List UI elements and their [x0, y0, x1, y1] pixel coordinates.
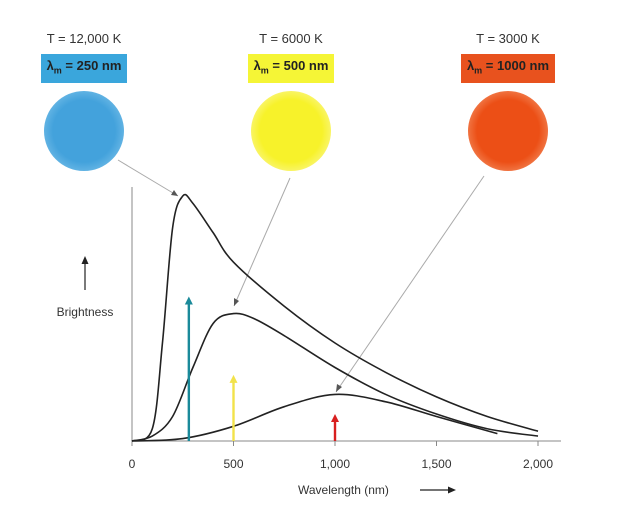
peak-wavelength-label: λm = 1000 nm — [460, 54, 556, 83]
temperature-label: T = 12,000 K — [46, 31, 122, 46]
lambda-value: = 1000 nm — [482, 58, 550, 73]
star-hot: T = 12,000 K λm = 250 nm — [24, 30, 144, 171]
x-tick-label: 2,000 — [523, 457, 553, 471]
x-tick-label: 500 — [223, 457, 243, 471]
lambda-subscript: m — [53, 65, 62, 76]
x-tick-labels: 0 500 1,000 1,500 2,000 — [129, 457, 554, 471]
blackbody-curve-3000k — [131, 393, 498, 442]
blue-star-disk — [44, 90, 124, 171]
lambda-symbol: λ — [466, 58, 475, 73]
wavelength-arrow-icon — [448, 486, 456, 494]
x-tick-marks — [131, 441, 539, 446]
y-axis-label: Brightness — [57, 305, 114, 319]
star-cool: T = 3000 K λm = 1000 nm — [448, 30, 568, 171]
temperature-label: T = 6000 K — [259, 31, 323, 46]
star-medium: T = 6000 K λm = 500 nm — [231, 30, 351, 171]
connector-line-medium — [233, 177, 291, 307]
connector-arrowhead-cool — [336, 384, 342, 392]
yellow-star-disk — [251, 90, 331, 171]
x-tick-label: 1,000 — [320, 457, 350, 471]
lambda-symbol: λ — [46, 58, 54, 73]
connector-line-cool — [335, 175, 485, 393]
lambda-subscript: m — [474, 65, 483, 76]
peak-marker-arrowhead-icon — [331, 414, 339, 423]
peak-wavelength-label: λm = 250 nm — [40, 54, 128, 83]
x-tick-label: 1,500 — [421, 457, 451, 471]
connector-arrowhead-hot — [171, 190, 178, 196]
lambda-subscript: m — [260, 65, 269, 76]
x-axis-label: Wavelength (nm) — [298, 483, 389, 497]
peak-marker-arrowhead-icon — [184, 296, 193, 305]
brightness-arrow-icon — [81, 256, 89, 264]
peak-wavelength-label: λm = 500 nm — [247, 54, 335, 83]
lambda-value: = 250 nm — [61, 58, 122, 73]
red-star-disk — [468, 90, 548, 171]
temperature-label: T = 3000 K — [476, 31, 540, 46]
curves — [131, 193, 539, 442]
lambda-symbol: λ — [253, 58, 261, 73]
connector-arrowhead-medium — [234, 298, 239, 306]
connector-line-hot — [117, 159, 179, 197]
blackbody-curve-6000k — [131, 312, 539, 442]
lambda-value: = 500 nm — [268, 58, 329, 73]
peak-markers — [184, 296, 339, 441]
x-tick-label: 0 — [129, 457, 136, 471]
peak-marker-arrowhead-icon — [229, 374, 238, 383]
blackbody-curve-12000k — [131, 193, 539, 442]
